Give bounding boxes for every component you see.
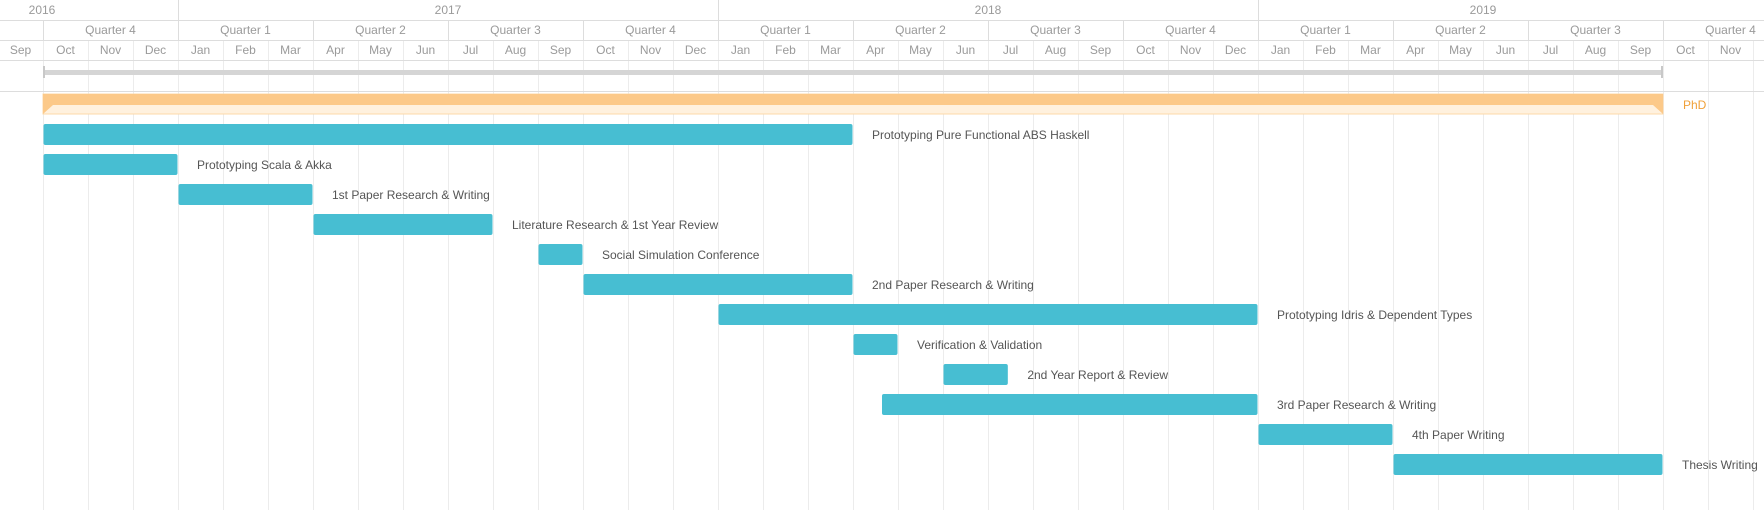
task-bar xyxy=(853,334,898,355)
month-label: Dec xyxy=(1225,43,1246,57)
quarter-label: Quarter 2 xyxy=(1435,23,1486,37)
month-label: Jun xyxy=(1496,43,1515,57)
month-label: Sep xyxy=(550,43,572,57)
month-label: Jun xyxy=(416,43,435,57)
task-label: Thesis Writing xyxy=(1682,458,1758,472)
summary-label: PhD xyxy=(1683,98,1707,112)
task-label: 2nd Year Report & Review xyxy=(1027,368,1168,382)
month-label: Mar xyxy=(280,43,301,57)
month-label: Dec xyxy=(685,43,706,57)
task-bar xyxy=(882,394,1258,415)
month-label: Feb xyxy=(1315,43,1336,57)
task-bar xyxy=(313,214,493,235)
month-label: Jul xyxy=(1003,43,1018,57)
quarter-label: Quarter 4 xyxy=(1705,23,1756,37)
quarter-label: Quarter 4 xyxy=(1165,23,1216,37)
month-label: May xyxy=(909,43,932,57)
month-label: May xyxy=(1449,43,1472,57)
quarter-label: Quarter 1 xyxy=(1300,23,1351,37)
quarter-label: Quarter 3 xyxy=(1570,23,1621,37)
month-label: Nov xyxy=(100,43,121,57)
task-bar xyxy=(43,154,178,175)
task-label: 3rd Paper Research & Writing xyxy=(1277,398,1436,412)
quarter-label: Quarter 3 xyxy=(1030,23,1081,37)
month-label: Jan xyxy=(191,43,210,57)
task-label: Social Simulation Conference xyxy=(602,248,760,262)
quarter-label: Quarter 1 xyxy=(760,23,811,37)
overall-span-bar xyxy=(43,70,1663,75)
task-bar xyxy=(538,244,583,265)
month-label: Jul xyxy=(463,43,478,57)
span-start-marker xyxy=(43,66,45,78)
quarter-label: Quarter 4 xyxy=(85,23,136,37)
month-label: Sep xyxy=(1630,43,1652,57)
month-label: Aug xyxy=(1585,43,1606,57)
month-label: Nov xyxy=(1720,43,1741,57)
task-label: 4th Paper Writing xyxy=(1412,428,1505,442)
span-end-marker xyxy=(1661,66,1663,78)
year-label: 2017 xyxy=(435,3,462,17)
month-label: Mar xyxy=(1360,43,1381,57)
month-label: Feb xyxy=(235,43,256,57)
month-label: Oct xyxy=(1136,43,1155,57)
task-bar xyxy=(43,124,853,145)
year-label: 2016 xyxy=(29,3,56,17)
task-label: Verification & Validation xyxy=(917,338,1042,352)
month-label: Oct xyxy=(1676,43,1695,57)
year-label: 2019 xyxy=(1470,3,1497,17)
quarter-label: Quarter 4 xyxy=(625,23,676,37)
month-label: May xyxy=(369,43,392,57)
task-bar xyxy=(1393,454,1663,475)
month-label: Sep xyxy=(1090,43,1112,57)
month-label: Oct xyxy=(596,43,615,57)
month-label: Apr xyxy=(866,43,885,57)
task-label: Prototyping Idris & Dependent Types xyxy=(1277,308,1472,322)
task-bar xyxy=(178,184,313,205)
month-label: Apr xyxy=(1406,43,1425,57)
month-label: Jun xyxy=(956,43,975,57)
summary-right-notch xyxy=(1653,105,1663,114)
month-label: Jul xyxy=(1543,43,1558,57)
month-label: Mar xyxy=(820,43,841,57)
task-label: 2nd Paper Research & Writing xyxy=(872,278,1034,292)
month-label: Aug xyxy=(1045,43,1066,57)
month-label: Nov xyxy=(640,43,661,57)
month-label: Dec xyxy=(145,43,166,57)
month-label: Oct xyxy=(56,43,75,57)
quarter-label: Quarter 3 xyxy=(490,23,541,37)
task-bar xyxy=(718,304,1258,325)
month-label: Jan xyxy=(1271,43,1290,57)
quarter-label: Quarter 2 xyxy=(895,23,946,37)
summary-bar xyxy=(43,94,1663,105)
month-label: Apr xyxy=(326,43,345,57)
quarter-label: Quarter 2 xyxy=(355,23,406,37)
month-label: Aug xyxy=(505,43,526,57)
task-bar xyxy=(943,364,1008,385)
task-label: Prototyping Pure Functional ABS Haskell xyxy=(872,128,1089,142)
month-label: Nov xyxy=(1180,43,1201,57)
month-label: Feb xyxy=(775,43,796,57)
task-label: Literature Research & 1st Year Review xyxy=(512,218,718,232)
year-label: 2018 xyxy=(975,3,1002,17)
quarter-label: Quarter 1 xyxy=(220,23,271,37)
task-bar xyxy=(583,274,853,295)
task-bar xyxy=(1258,424,1393,445)
summary-left-notch xyxy=(43,105,53,114)
task-label: Prototyping Scala & Akka xyxy=(197,158,332,172)
task-label: 1st Paper Research & Writing xyxy=(332,188,490,202)
month-label: Sep xyxy=(10,43,32,57)
month-label: Jan xyxy=(731,43,750,57)
